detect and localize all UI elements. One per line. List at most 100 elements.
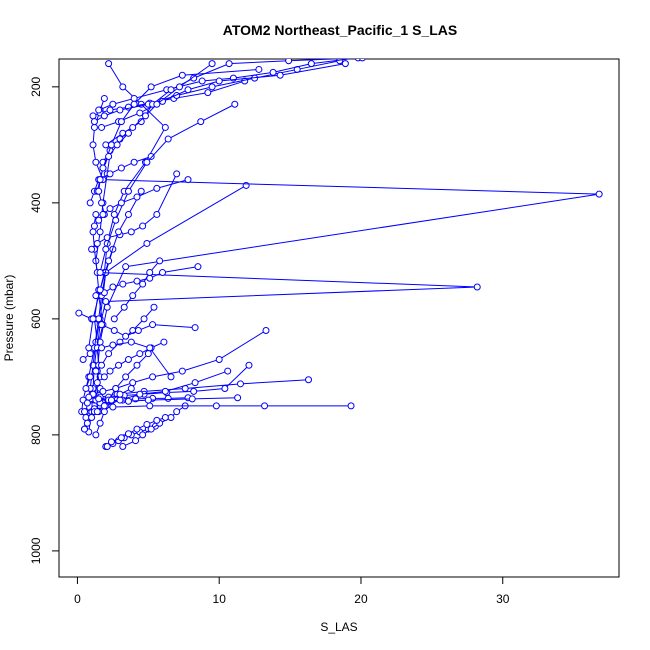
data-point xyxy=(212,402,220,410)
data-point xyxy=(117,164,125,172)
data-point xyxy=(136,390,144,398)
data-point xyxy=(100,373,108,381)
data-point xyxy=(107,396,115,404)
data-point xyxy=(93,379,101,387)
data-point xyxy=(139,431,147,439)
data-point xyxy=(133,193,141,201)
data-point xyxy=(102,297,110,305)
data-point xyxy=(137,118,145,126)
data-point xyxy=(164,394,172,402)
data-point xyxy=(176,83,184,91)
data-point xyxy=(88,413,96,421)
data-point xyxy=(90,118,98,126)
data-point xyxy=(285,59,293,65)
data-point xyxy=(98,123,106,131)
data-point xyxy=(106,205,114,213)
data-point xyxy=(109,283,117,291)
data-point xyxy=(119,129,127,137)
data-point xyxy=(83,419,91,427)
data-point xyxy=(204,89,212,97)
data-point xyxy=(307,60,315,68)
data-point xyxy=(86,350,94,358)
data-point xyxy=(115,361,123,369)
data-point xyxy=(133,361,141,369)
data-point xyxy=(231,100,239,108)
data-point xyxy=(137,187,145,195)
data-point xyxy=(129,379,137,387)
data-point xyxy=(82,413,90,421)
data-point xyxy=(130,100,138,108)
data-point xyxy=(92,431,100,439)
data-point xyxy=(225,60,233,68)
data-point xyxy=(116,135,124,143)
data-point xyxy=(107,438,115,446)
data-point xyxy=(98,321,106,329)
data-point xyxy=(89,315,97,323)
data-point xyxy=(164,135,172,143)
series-line xyxy=(92,98,600,404)
data-point xyxy=(90,123,98,131)
data-point xyxy=(134,326,142,334)
data-point xyxy=(102,141,110,149)
data-point xyxy=(105,350,113,358)
data-point xyxy=(236,380,244,388)
series-layer xyxy=(75,59,603,450)
data-point xyxy=(116,396,124,404)
data-point xyxy=(93,239,101,247)
data-point xyxy=(99,387,107,395)
data-point xyxy=(133,277,141,285)
data-point xyxy=(178,367,186,375)
data-point xyxy=(109,403,117,411)
data-point xyxy=(190,387,198,395)
data-point xyxy=(120,303,128,311)
data-point xyxy=(110,210,118,218)
data-point xyxy=(102,245,110,253)
y-tick-label: 1000 xyxy=(29,537,43,564)
y-tick-label: 600 xyxy=(29,309,43,329)
x-axis: 0 10 20 30 xyxy=(74,576,510,606)
data-point xyxy=(173,408,181,416)
data-point xyxy=(147,83,155,91)
data-point xyxy=(178,71,186,79)
data-point xyxy=(81,425,89,433)
data-point xyxy=(160,338,168,346)
data-point xyxy=(113,141,121,149)
data-point xyxy=(359,59,366,62)
data-point xyxy=(124,187,132,195)
data-point xyxy=(85,344,93,352)
data-point xyxy=(208,83,216,91)
data-point xyxy=(143,239,151,247)
data-point xyxy=(124,430,132,438)
data-point xyxy=(103,442,111,450)
data-point xyxy=(106,106,114,114)
data-point xyxy=(191,379,199,387)
data-point xyxy=(106,367,114,375)
data-point xyxy=(75,309,83,317)
data-point xyxy=(117,434,125,442)
data-point xyxy=(100,408,108,416)
data-point xyxy=(122,263,130,271)
data-point xyxy=(149,373,157,381)
data-point xyxy=(191,324,199,332)
data-point xyxy=(95,106,103,114)
data-point xyxy=(190,74,198,82)
data-point xyxy=(89,112,97,120)
y-tick-label: 200 xyxy=(29,77,43,97)
data-point xyxy=(112,384,120,392)
data-point xyxy=(88,245,96,253)
data-point xyxy=(127,338,135,346)
series-line xyxy=(99,103,236,273)
data-point xyxy=(341,60,349,68)
data-point xyxy=(130,158,138,166)
data-point xyxy=(140,315,148,323)
data-point xyxy=(110,315,118,323)
data-point xyxy=(262,326,270,334)
data-point xyxy=(105,152,113,160)
series-line xyxy=(94,60,340,123)
data-point xyxy=(147,152,155,160)
data-point xyxy=(96,228,104,236)
data-point xyxy=(92,367,100,375)
data-point xyxy=(122,332,130,340)
data-point xyxy=(124,397,132,405)
